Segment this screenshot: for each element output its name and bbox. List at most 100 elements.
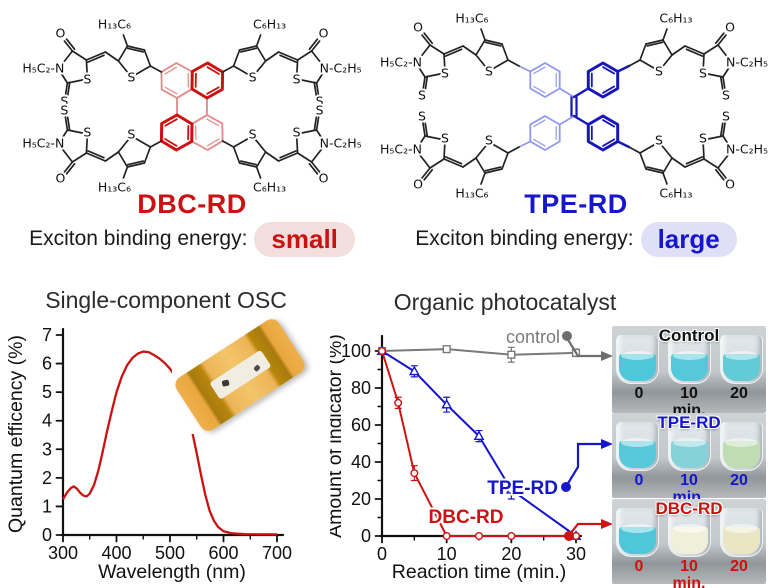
- bond: [462, 45, 477, 56]
- time-label: 0: [634, 472, 644, 489]
- thione-sulfur-atom-label: S: [60, 94, 68, 109]
- time-label: 20: [730, 558, 748, 575]
- vial-photo: [667, 422, 711, 471]
- bond: [421, 34, 431, 46]
- y-tick-label: 1: [42, 496, 52, 516]
- time-labels-row: 0 10 20: [612, 385, 766, 403]
- bond: [130, 135, 152, 148]
- marker-DBC-RD: [442, 532, 451, 541]
- thiophene-sulfur-atom-label: S: [485, 64, 493, 79]
- marker-TPE-RD: [473, 430, 485, 440]
- dbc-ring: [160, 62, 193, 99]
- vial-liquid: [670, 351, 708, 381]
- n-ethyl-group-label: H₅C₂-N: [22, 61, 64, 76]
- bond: [63, 40, 74, 52]
- tpe-energy-label: Exciton binding energy:: [415, 227, 634, 250]
- vial-photo: [719, 508, 763, 557]
- time-label: 0: [634, 385, 644, 402]
- bond: [232, 49, 241, 67]
- bond: [646, 41, 664, 47]
- x-tick-label: 0: [377, 544, 387, 564]
- bond: [310, 50, 327, 70]
- leader-line-Control: [566, 337, 601, 358]
- n-ethyl-group-label: N-C₂H₅: [320, 136, 362, 151]
- y-axis-title: Amount of indicator (%): [330, 334, 346, 538]
- bond: [117, 45, 129, 62]
- x-tick-label: 600: [208, 543, 238, 563]
- bond: [64, 116, 69, 131]
- y-tick-label: 40: [351, 452, 371, 472]
- bond: [117, 60, 133, 78]
- bond: [313, 81, 318, 97]
- bond: [628, 146, 641, 154]
- vial-liquid: [722, 524, 760, 554]
- bond: [501, 152, 509, 170]
- ring-sulfur-atom-label: S: [699, 66, 707, 81]
- leader-dot-Control: [562, 331, 572, 341]
- aromatic-bond: [602, 119, 616, 128]
- panel-title-DBC-RD: DBC-RD: [655, 499, 723, 518]
- bond: [424, 72, 446, 78]
- bond: [238, 162, 258, 168]
- bond: [429, 44, 445, 55]
- oxygen-atom-label: O: [55, 26, 65, 41]
- bond: [57, 68, 69, 84]
- bond: [255, 45, 267, 62]
- bond: [85, 59, 89, 80]
- bond: [616, 140, 631, 149]
- n-ethyl-group-label: H₅C₂-N: [380, 55, 422, 70]
- y-tick-label: 80: [351, 378, 371, 398]
- bond: [423, 32, 434, 45]
- time-label: 0: [634, 558, 644, 575]
- bond: [85, 51, 107, 61]
- bond: [66, 116, 71, 132]
- vial-photo-panel-DBC-RD: DBC-RD 0 10 20 min.: [612, 499, 766, 588]
- bond: [475, 141, 490, 159]
- bond: [480, 28, 486, 41]
- bond: [616, 64, 631, 73]
- bond: [645, 168, 664, 174]
- eqe-spectrum-chart: 0 1 2 3 4 5 6 7 300 400 500 600 700 Quantum efficency…: [5, 325, 292, 583]
- bond: [639, 43, 647, 61]
- bond: [221, 140, 235, 148]
- bond: [422, 122, 426, 137]
- bond: [239, 47, 258, 53]
- bond: [475, 54, 490, 72]
- bond: [501, 43, 509, 61]
- n-ethyl-group-label: N-C₂H₅: [320, 61, 362, 76]
- osc-device-photo: [171, 315, 309, 435]
- hexyl-group-label: C₆H₁₃: [659, 186, 692, 201]
- bond: [87, 150, 105, 159]
- bond: [444, 156, 463, 165]
- vial-photo-panel-Control: Control 0 10 20 min.: [612, 326, 766, 419]
- bond: [315, 68, 327, 84]
- vial-photo: [719, 335, 763, 384]
- bond: [65, 162, 76, 175]
- thiophene-sulfur-atom-label: S: [655, 64, 663, 79]
- bond: [57, 50, 74, 70]
- marker-DBC-RD: [475, 532, 484, 541]
- bond: [719, 122, 724, 138]
- bond: [264, 51, 280, 62]
- thione-sulfur-atom-label: S: [722, 109, 730, 124]
- x-tick-label: 10: [437, 544, 457, 564]
- n-ethyl-group-label: N-C₂H₅: [726, 55, 768, 70]
- bond: [443, 139, 446, 160]
- bond: [295, 133, 299, 154]
- vial-row: [612, 499, 766, 557]
- thiophene-sulfur-atom-label: S: [655, 133, 663, 148]
- y-axis-title: Quantum efficency (%): [5, 335, 27, 533]
- bond: [719, 75, 724, 91]
- aromatic-bond: [602, 66, 616, 75]
- bond: [714, 168, 725, 181]
- series-label-control: control: [506, 327, 560, 347]
- bond: [702, 135, 724, 141]
- oxygen-atom-label: O: [413, 177, 423, 192]
- aromatic-bond: [533, 85, 546, 94]
- vial-liquid: [722, 351, 760, 381]
- dbc-energy-label: Exciton binding energy:: [29, 227, 248, 250]
- time-label: 10: [680, 558, 698, 575]
- series-label-TPE-RD: TPE-RD: [487, 478, 558, 499]
- bond: [66, 81, 71, 97]
- bond: [475, 39, 486, 56]
